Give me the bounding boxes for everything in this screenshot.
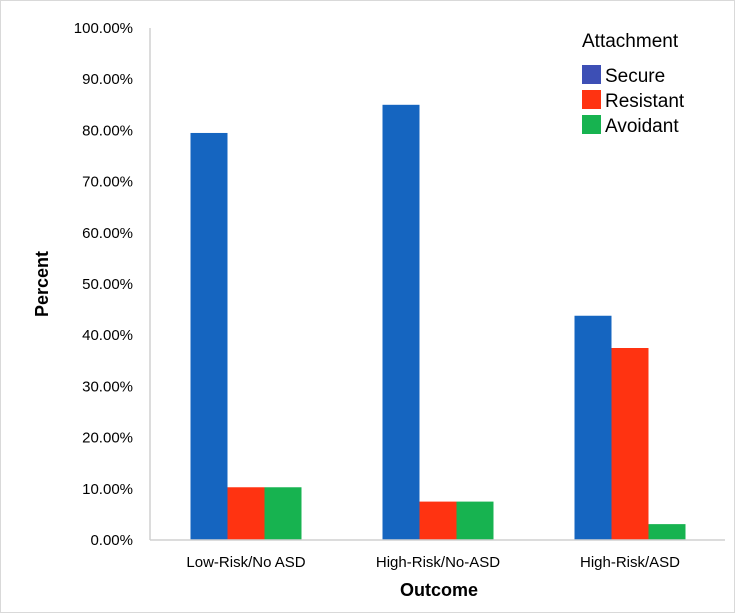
legend-label-resistant: Resistant [605, 91, 685, 112]
y-tick-label: 90.00% [82, 71, 133, 88]
y-tick-label: 40.00% [82, 327, 133, 344]
legend-label-secure: Secure [605, 66, 665, 87]
bars [190, 104, 686, 541]
bar-avoidant-3 [648, 524, 686, 540]
bar-resistant-2 [419, 501, 457, 540]
y-tick-label: 20.00% [82, 430, 133, 447]
legend-label-avoidant: Avoidant [605, 116, 679, 137]
y-tick-label: 50.00% [82, 276, 133, 293]
bar-resistant-3 [611, 348, 649, 540]
legend-swatch-secure [582, 65, 601, 84]
y-tick-label: 80.00% [82, 122, 133, 139]
y-tick-label: 0.00% [90, 532, 133, 549]
x-tick-label: Low-Risk/No ASD [186, 554, 305, 571]
legend-title: Attachment [582, 31, 679, 52]
x-tick-label: High-Risk/No-ASD [376, 554, 500, 571]
x-axis-title: Outcome [400, 580, 478, 600]
y-tick-label: 70.00% [82, 174, 133, 191]
y-tick-label: 60.00% [82, 225, 133, 242]
y-axis-title: Percent [32, 251, 52, 317]
y-tick-label: 10.00% [82, 481, 133, 498]
y-axis-ticks: 0.00% 10.00% 20.00% 30.00% 40.00% 50.00% 60.00… [74, 20, 133, 549]
bar-secure-2 [382, 104, 420, 541]
bar-avoidant-1 [264, 487, 302, 540]
y-tick-label: 30.00% [82, 378, 133, 395]
x-axis-ticks: Low-Risk/No ASD High-Risk/No-ASD High-Risk… [186, 554, 680, 571]
bar-avoidant-2 [456, 501, 494, 540]
bar-resistant-1 [227, 487, 265, 540]
legend-swatch-avoidant [582, 115, 601, 134]
legend: Attachment Secure Resistant Avoidant [582, 31, 685, 137]
y-tick-label: 100.00% [74, 20, 133, 37]
legend-swatch-resistant [582, 90, 601, 109]
bar-secure-3 [574, 315, 612, 540]
x-tick-label: High-Risk/ASD [580, 554, 680, 571]
bar-secure-1 [190, 132, 228, 540]
